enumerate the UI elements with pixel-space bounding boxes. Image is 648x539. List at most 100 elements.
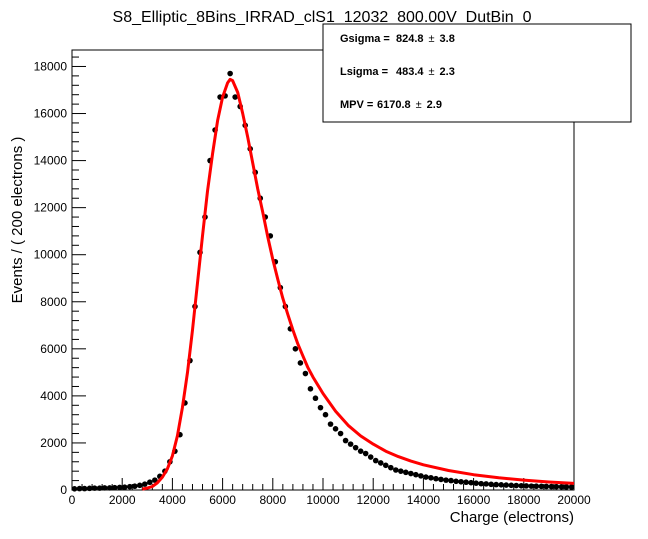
y-tick-label: 2000 (40, 436, 67, 450)
data-point (332, 426, 339, 432)
x-tick-label: 10000 (306, 493, 340, 507)
y-tick-label: 0 (60, 483, 67, 497)
data-point (357, 448, 364, 454)
data-point (116, 484, 123, 491)
data-point (568, 484, 575, 490)
data-point (126, 483, 133, 490)
data-point (81, 485, 88, 492)
stats-box: Gsigma = 824.8 ±3.8 Lsigma = 483.4 ±2.3 MPV = 6… (322, 23, 632, 123)
stats-label: MPV = (340, 99, 373, 111)
data-point (473, 480, 479, 486)
data-point (76, 485, 83, 492)
data-point (106, 485, 113, 491)
data-point (307, 386, 314, 392)
series-layer (71, 70, 575, 492)
data-point (488, 481, 494, 488)
data-point (141, 481, 148, 487)
x-tick-label: 4000 (159, 493, 186, 507)
data-point (553, 483, 560, 490)
stats-value: 483.4 (396, 66, 424, 78)
x-tick-label: 16000 (457, 493, 491, 507)
stats-error: 3.8 (440, 33, 455, 45)
data-point (111, 484, 118, 491)
data-point (508, 482, 515, 489)
y-tick-label: 10000 (34, 248, 68, 262)
data-point (367, 454, 374, 460)
x-tick-label: 0 (69, 493, 76, 507)
data-point (433, 475, 439, 482)
data-point (147, 479, 153, 486)
y-tick-label: 6000 (40, 342, 67, 356)
data-point (121, 484, 128, 490)
data-point (392, 467, 399, 473)
stats-pm-sign: ± (429, 66, 435, 78)
data-point (418, 473, 424, 479)
data-point (523, 483, 530, 489)
data-point (503, 482, 510, 488)
data-point (347, 441, 354, 447)
x-axis-ticks: 0 2000 4000 6000 8000 10000 12000 14000 16000 180… (69, 478, 591, 507)
y-tick-label: 8000 (40, 295, 67, 309)
data-point (292, 346, 299, 352)
y-tick-label: 4000 (40, 389, 67, 403)
data-point (232, 94, 238, 100)
data-point (423, 474, 429, 480)
data-point (297, 360, 304, 366)
data-point (413, 471, 419, 478)
data-point (538, 483, 545, 490)
data-point (86, 485, 93, 492)
data-point (372, 457, 379, 464)
data-point (322, 411, 329, 418)
data-point (337, 430, 344, 437)
x-tick-label: 2000 (109, 493, 136, 507)
data-point (453, 478, 459, 485)
data-point (91, 485, 98, 491)
data-point (438, 476, 444, 483)
data-point (543, 483, 550, 490)
y-axis-label: Events / ( 200 electrons ) (9, 137, 26, 304)
fit-curve (142, 77, 575, 491)
data-point (563, 484, 570, 490)
y-axis-ticks: 0 2000 4000 6000 8000 10000 12000 14000 16000 180… (34, 56, 86, 497)
stats-error: 2.9 (427, 99, 442, 111)
data-point (327, 421, 334, 427)
data-point (227, 70, 233, 77)
data-point (352, 444, 359, 451)
x-tick-label: 8000 (259, 493, 286, 507)
y-tick-label: 14000 (34, 154, 68, 168)
data-point (403, 469, 409, 476)
data-point (152, 477, 158, 483)
data-point (478, 480, 484, 487)
data-point (493, 481, 499, 488)
data-point (483, 481, 489, 487)
data-point (101, 485, 108, 491)
stats-label: Gsigma = (340, 33, 390, 45)
stats-label: Lsigma = (340, 66, 388, 78)
data-point (387, 464, 394, 471)
stats-value: 6170.8 (377, 99, 411, 111)
data-point (448, 477, 454, 484)
y-tick-label: 18000 (34, 59, 68, 73)
stats-pm-sign: ± (416, 99, 422, 111)
data-point (518, 482, 525, 489)
data-point (312, 395, 319, 402)
data-point (398, 468, 404, 474)
y-tick-label: 12000 (34, 201, 68, 215)
data-point (382, 462, 389, 469)
data-point (377, 460, 384, 466)
stats-error: 2.3 (440, 66, 455, 78)
data-point (342, 437, 349, 444)
data-point (428, 474, 434, 481)
x-tick-label: 14000 (407, 493, 441, 507)
data-point (302, 370, 309, 377)
data-point (458, 478, 464, 485)
x-tick-label: 20000 (557, 493, 591, 507)
data-point (362, 450, 369, 457)
chart-title: S8_Elliptic_8Bins_IRRAD_clS1_12032_800.0… (113, 9, 532, 26)
data-point (498, 482, 505, 488)
data-point (548, 483, 555, 490)
data-point (96, 485, 103, 491)
data-point (71, 486, 78, 492)
data-point (131, 483, 138, 490)
